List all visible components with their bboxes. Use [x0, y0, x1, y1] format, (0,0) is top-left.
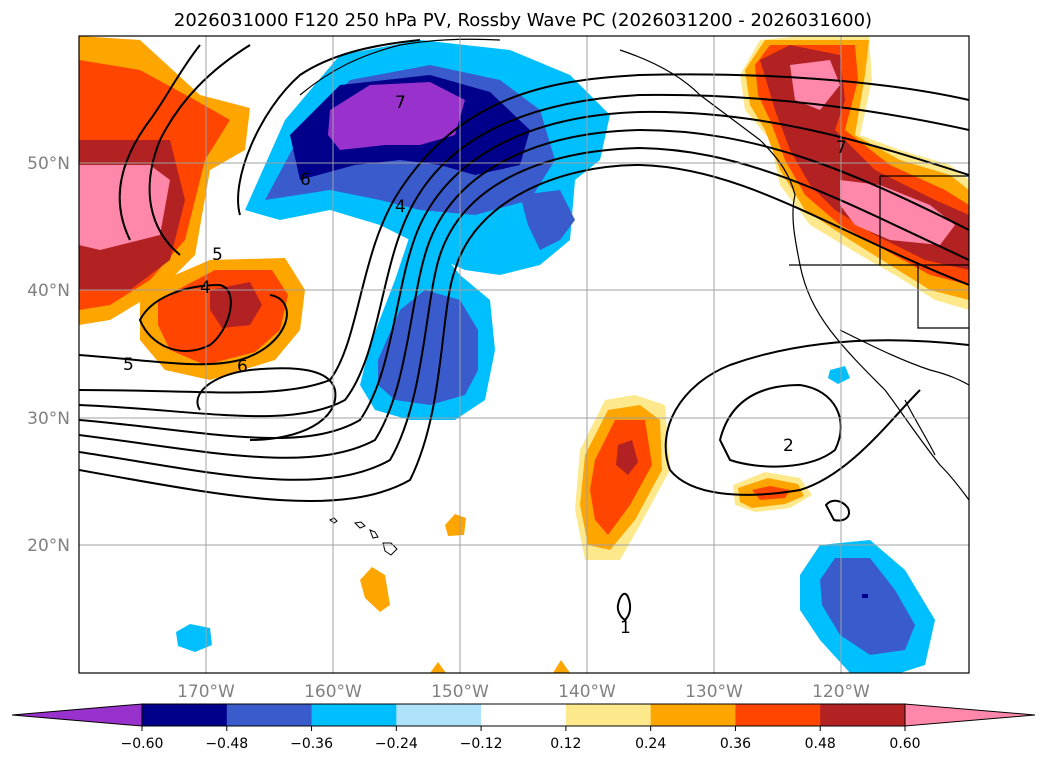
- lon-label: 120°W: [812, 682, 870, 702]
- bering-positive: [79, 36, 250, 325]
- gridlines: [79, 36, 969, 673]
- hawaii-small-positive: [445, 514, 466, 536]
- colorbar-segment: [904, 703, 1036, 727]
- colorbar-outline: [141, 703, 906, 727]
- pacific-northwest-positive: [740, 36, 969, 310]
- lat-label: 40°N: [27, 281, 70, 301]
- colorbar-tick-label: −0.24: [375, 736, 418, 752]
- contour-label: 1: [620, 618, 631, 638]
- coastlines: [299, 38, 969, 501]
- colorbar-segment: [565, 704, 652, 726]
- colorbar-tick-label: 0.36: [720, 736, 751, 752]
- pc-shading: [79, 36, 969, 673]
- lat-label: 50°N: [27, 154, 70, 174]
- contour-label: 5: [123, 355, 134, 375]
- lon-label: 130°W: [685, 682, 743, 702]
- contour-label: 4: [200, 278, 211, 298]
- colorbar-tick-label: −0.36: [290, 736, 333, 752]
- colorbar-tick-label: 0.12: [550, 736, 581, 752]
- colorbar-tick-label: 0.48: [805, 736, 836, 752]
- colorbar-segment: [481, 704, 567, 726]
- contour-label: 6: [237, 357, 248, 377]
- contour-label: 7: [395, 93, 406, 113]
- edge-positive-1: [430, 662, 446, 673]
- subtropical-positive: [575, 395, 670, 560]
- small-positive-south: [360, 567, 390, 612]
- contour-label: 4: [395, 197, 406, 217]
- pv-contours: [79, 39, 969, 622]
- colorbar-segment: [735, 704, 821, 726]
- colorbar-tick-label: −0.48: [205, 736, 248, 752]
- colorbar-segment: [650, 704, 736, 726]
- lon-label: 150°W: [431, 682, 489, 702]
- colorbar: −0.60 −0.48 −0.36 −0.24 −0.12 0.12 0.24 0.36 0.4…: [11, 703, 1036, 752]
- latitude-labels: 50°N 40°N 30°N 20°N: [27, 154, 70, 556]
- colorbar-segment: [226, 704, 313, 726]
- lon-label: 140°W: [558, 682, 616, 702]
- colorbar-tick-label: 0.24: [635, 736, 666, 752]
- contour-label: 5: [212, 245, 223, 265]
- lat-label: 30°N: [27, 409, 70, 429]
- colorbar-segment: [311, 704, 397, 726]
- contour-label: 2: [783, 436, 794, 456]
- colorbar-segment: [396, 704, 482, 726]
- edge-positive-2: [553, 660, 570, 673]
- contour-label: 6: [300, 170, 311, 190]
- map-frame: [78, 35, 970, 674]
- coast-small-negative: [828, 366, 850, 384]
- colorbar-tick-label: −0.60: [121, 736, 164, 752]
- central-pacific-negative: [360, 235, 495, 420]
- pv-contour-labels: 7 6 4 5 4 5 6 7 2 1: [123, 93, 847, 638]
- contour-label: 7: [836, 138, 847, 158]
- colorbar-tick-label: −0.12: [460, 736, 503, 752]
- colorbar-segment: [11, 703, 143, 727]
- tropical-east-pacific-negative: [800, 540, 935, 673]
- map-panel: 7 6 4 5 4 5 6 7 2 1: [78, 35, 970, 674]
- colorbar-tick-label: 0.60: [889, 736, 920, 752]
- lon-label: 170°W: [177, 682, 235, 702]
- chart-title: 2026031000 F120 250 hPa PV, Rossby Wave …: [174, 10, 872, 31]
- central-north-pacific-positive: [140, 258, 305, 380]
- gulf-of-alaska-negative: [245, 40, 610, 275]
- hawaii-small-negative: [176, 624, 212, 652]
- colorbar-segment: [142, 704, 228, 726]
- lat-label: 20°N: [27, 536, 70, 556]
- colorbar-segment: [820, 704, 906, 726]
- longitude-labels: 170°W 160°W 150°W 140°W 130°W 120°W: [177, 682, 870, 702]
- lon-label: 160°W: [304, 682, 362, 702]
